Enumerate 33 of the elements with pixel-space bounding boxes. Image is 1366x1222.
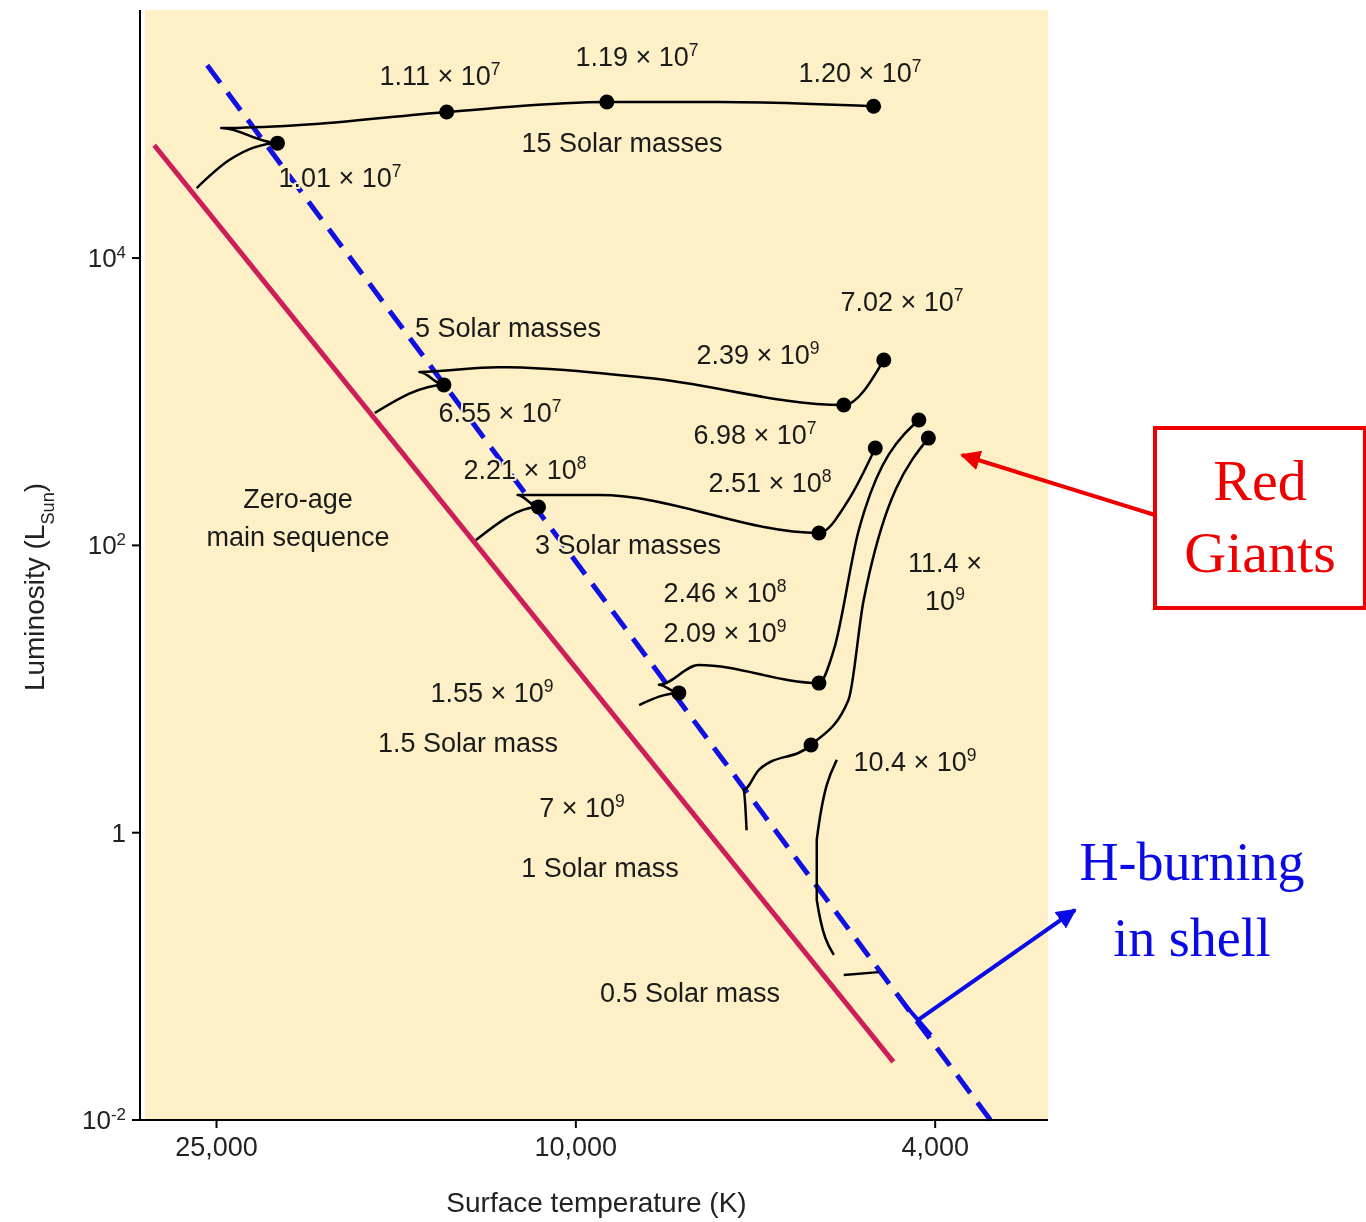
annotation: 1.11 × 10$^{7}$ <box>379 59 501 91</box>
y-tick-label: 1 <box>111 817 126 848</box>
annotation: 15 Solar masses <box>521 128 723 158</box>
y-tick-label: 10$^{4}$ <box>87 242 126 274</box>
annotation: 7 × 10$^{9}$ <box>539 791 625 823</box>
annotation: 5 Solar masses <box>414 313 602 343</box>
annotation: 11.4 × 10$^{9}$ <box>908 548 982 616</box>
annotation: 2.51 × 10$^{8}$ <box>708 466 832 498</box>
annotation: 1.5 Solar mass <box>377 728 559 758</box>
annotation: 1 Solar mass <box>521 853 679 883</box>
annotation: Zero-age main sequence <box>206 484 390 552</box>
annotation: 2.39 × 10$^{9}$ <box>696 338 820 370</box>
annotation: 0.5 Solar mass <box>599 978 781 1008</box>
annotation: 10.4 × 10$^{9}$ <box>853 745 977 777</box>
annotation: 2.21 × 10$^{8}$ <box>463 453 587 485</box>
annotation: 1.20 × 10$^{7}$ <box>798 56 922 88</box>
annotation: 6.55 × 10$^{7}$ <box>438 396 562 428</box>
y-tick-label: 10$^{2}$ <box>87 529 126 561</box>
x-axis-title: Surface temperature (K) <box>446 1187 747 1218</box>
x-tick-label: 25,000 <box>175 1132 258 1162</box>
annotation: 7.02 × 10$^{7}$ <box>840 285 964 317</box>
text: H-burning in shell <box>1079 832 1305 968</box>
y-tick-label: 10$^{-2}$ <box>82 1104 126 1135</box>
x-tick-label: 10,000 <box>534 1132 618 1162</box>
line-series <box>815 758 839 957</box>
annotation: 1.19 × 10$^{7}$ <box>575 40 699 72</box>
annotation: 6.98 × 10$^{7}$ <box>693 418 817 450</box>
annotation: 2.09 × 10$^{9}$ <box>663 616 787 648</box>
text: Red Giants <box>1184 448 1336 585</box>
annotation: 1.55 × 10$^{9}$ <box>430 676 554 708</box>
annotation: 3 Solar masses <box>534 530 722 560</box>
x-tick-label: 4,000 <box>901 1132 969 1162</box>
annotation: 2.46 × 10$^{8}$ <box>663 576 787 608</box>
